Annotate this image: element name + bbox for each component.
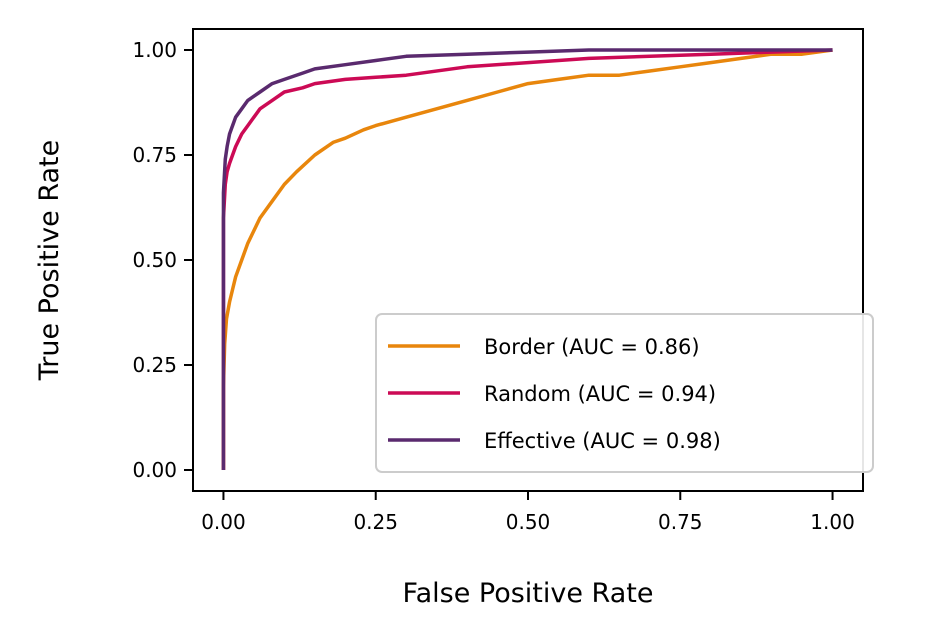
- y-axis: 0.00 0.25 0.50 0.75 1.00: [132, 38, 193, 482]
- legend-label-2: Effective (AUC = 0.98): [484, 429, 721, 453]
- series-line-1: [221, 48, 833, 470]
- series-layer: [221, 48, 833, 470]
- x-axis-label: False Positive Rate: [403, 578, 654, 609]
- x-tick-label: 1.00: [810, 510, 855, 534]
- series-line-2: [221, 48, 833, 470]
- y-tick-label: 1.00: [132, 38, 177, 62]
- legend-box: [375, 313, 874, 473]
- x-tick-label: 0.25: [353, 510, 398, 534]
- x-tick-label: 0.50: [506, 510, 551, 534]
- y-tick-label: 0.50: [132, 248, 177, 272]
- y-tick-label: 0.00: [132, 458, 177, 482]
- x-tick-label: 0.75: [658, 510, 703, 534]
- x-axis: 0.00 0.25 0.50 0.75 1.00: [201, 491, 855, 534]
- legend: Border (AUC = 0.86) Random (AUC = 0.94) Ef…: [375, 313, 874, 473]
- y-tick-label: 0.75: [132, 143, 177, 167]
- x-tick-label: 0.00: [201, 510, 246, 534]
- legend-label-1: Random (AUC = 0.94): [484, 382, 716, 406]
- y-tick-label: 0.25: [132, 353, 177, 377]
- series-line-0: [221, 48, 833, 470]
- legend-label-0: Border (AUC = 0.86): [484, 335, 700, 359]
- y-axis-label: True Positive Rate: [34, 140, 65, 382]
